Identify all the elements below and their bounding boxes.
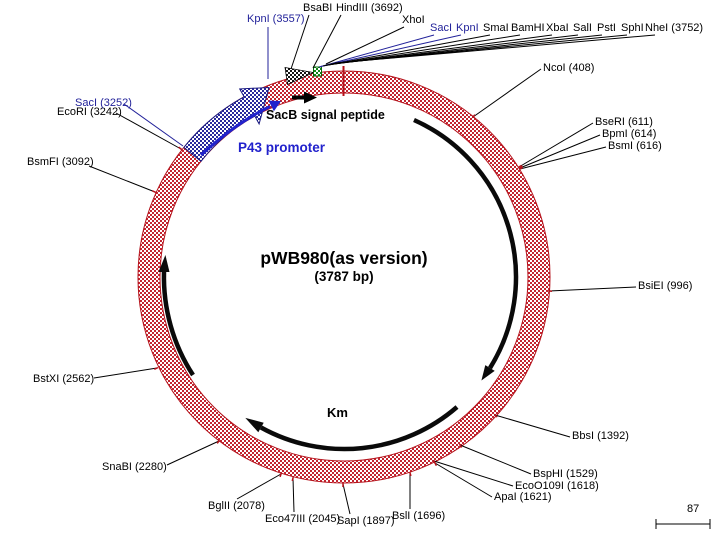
site-label-bamhi: BamHI	[511, 22, 545, 34]
site-tick-bseri-611	[517, 164, 522, 169]
leader-line-bsiei-996	[548, 286, 637, 292]
site-label-bbsi-1392: BbsI (1392)	[572, 430, 629, 442]
scale-bar	[655, 519, 711, 529]
leader-line-bsabi	[290, 14, 310, 70]
site-label-saci-3252: SacI (3252)	[75, 97, 132, 109]
signal-peptide-arrow	[292, 91, 317, 104]
plasmid-title: pWB980(as version)	[260, 248, 428, 268]
site-label-sphi: SphI	[621, 22, 644, 34]
site-tick-eco47iii-2045	[291, 476, 294, 482]
gene-arc-left-arrowhead	[158, 255, 170, 272]
leader-line-nhei-3752	[334, 34, 656, 64]
site-label-sapi-1897: SapI (1897)	[337, 515, 395, 527]
leader-line-bamhi	[324, 34, 521, 66]
site-label-eco47iii-2045: Eco47III (2045)	[265, 513, 341, 525]
mcs-marker	[313, 66, 322, 77]
km-gene-arc-arrowhead	[245, 417, 264, 433]
gene-arc-right	[413, 117, 519, 370]
site-tick-bsmfi-3092	[151, 190, 157, 194]
leader-line-sapi-1897	[342, 483, 351, 515]
site-label-bsmi-616: BsmI (616)	[608, 140, 662, 152]
site-label-bglii-2078: BglII (2078)	[208, 500, 265, 512]
plasmid-size: (3787 bp)	[314, 269, 374, 284]
site-label-bstxi-2562: BstXI (2562)	[33, 373, 95, 385]
gene-arc-left	[161, 271, 195, 377]
leader-line-ncoi-408	[472, 68, 542, 118]
leader-line-bsphi-1529	[459, 444, 532, 475]
site-label-sali: SalI	[573, 22, 592, 34]
leader-line-apai-1621	[434, 462, 493, 498]
site-tick-ncoi-408	[471, 114, 476, 119]
site-tick-bstxi-2562	[153, 366, 159, 370]
sacb-signal-wedge	[284, 67, 315, 86]
site-label-xbai: XbaI	[546, 22, 569, 34]
leader-line-kpni-mcs	[320, 34, 462, 67]
p43-pointer-arrowhead	[268, 100, 281, 112]
site-label-nhei-3752: NheI (3752)	[645, 22, 704, 34]
km-gene-arc	[259, 405, 459, 452]
leader-line-saci-mcs	[318, 34, 435, 68]
site-label-hindiii-3692: HindIII (3692)	[336, 2, 403, 14]
site-tick-bpmi-614	[518, 165, 523, 170]
leader-line-xhoi	[325, 26, 405, 65]
leader-line-bstxi-2562	[93, 367, 158, 379]
leader-line-bbsi-1392	[494, 414, 571, 438]
leader-line-bsmfi-3092	[88, 165, 156, 193]
leader-line-bseri-611	[518, 122, 594, 168]
site-tick-ecori-3242	[178, 146, 183, 151]
scale-bar-value: 87	[687, 503, 700, 515]
site-label-bsabi: BsaBI	[303, 2, 333, 14]
site-label-ecori-3242: EcoRI (3242)	[57, 106, 122, 118]
gene-arc-right-arrowhead	[481, 365, 495, 381]
leader-line-bglii-2078	[236, 473, 282, 500]
leader-line-saci-3252	[123, 103, 184, 147]
leader-line-hindiii-3692	[312, 14, 342, 69]
site-label-snabi-2280: SnaBI (2280)	[102, 461, 167, 473]
site-tick-apai-1621	[433, 461, 437, 467]
leader-line-bsmi-616	[519, 146, 607, 170]
site-label-ecoo109i-1618: EcoO109I (1618)	[515, 480, 599, 492]
leader-line-eco47iii-2045	[292, 477, 295, 513]
site-label-psti: PstI	[597, 22, 616, 34]
leader-line-ecori-3242	[115, 112, 182, 150]
site-tick-bsli-1696	[408, 471, 412, 477]
p43-pointer-arrow	[199, 105, 271, 157]
site-tick-bsmi-616	[518, 166, 523, 171]
site-label-smai: SmaI	[483, 22, 509, 34]
km-gene-label: Km	[327, 405, 348, 420]
p43-promoter-label: P43 promoter	[238, 140, 326, 155]
site-tick-snabi-2280	[216, 439, 221, 444]
site-label-bpmi-614: BpmI (614)	[602, 128, 657, 140]
leader-line-bpmi-614	[519, 134, 601, 169]
site-tick-bbsi-1392	[493, 413, 498, 418]
site-label-kpni-3557: KpnI (3557)	[247, 13, 305, 25]
leader-line-smai	[322, 34, 491, 67]
site-label-bseri-611: BseRI (611)	[595, 116, 653, 128]
site-label-ncoi-408: NcoI (408)	[543, 62, 595, 74]
site-label-kpni-mcs: KpnI	[456, 22, 479, 34]
leader-line-ecoo109i-1618	[433, 460, 514, 487]
p43-promoter-arrow	[183, 86, 270, 163]
leader-line-snabi-2280	[166, 440, 220, 466]
site-tick-bglii-2078	[279, 472, 283, 478]
sacb-signal-peptide-label: SacB signal peptide	[266, 108, 385, 122]
site-label-apai-1621: ApaI (1621)	[494, 491, 552, 503]
site-tick-bsphi-1529	[458, 443, 463, 448]
site-label-bsphi-1529: BspHI (1529)	[533, 468, 598, 480]
site-label-saci-mcs: SacI	[430, 22, 453, 34]
site-label-bsiei-996: BsiEI (996)	[638, 280, 693, 292]
site-label-bsmfi-3092: BsmFI (3092)	[27, 156, 94, 168]
site-label-bsli-1696: BslI (1696)	[392, 510, 446, 522]
site-label-xhoi: XhoI	[402, 14, 425, 26]
